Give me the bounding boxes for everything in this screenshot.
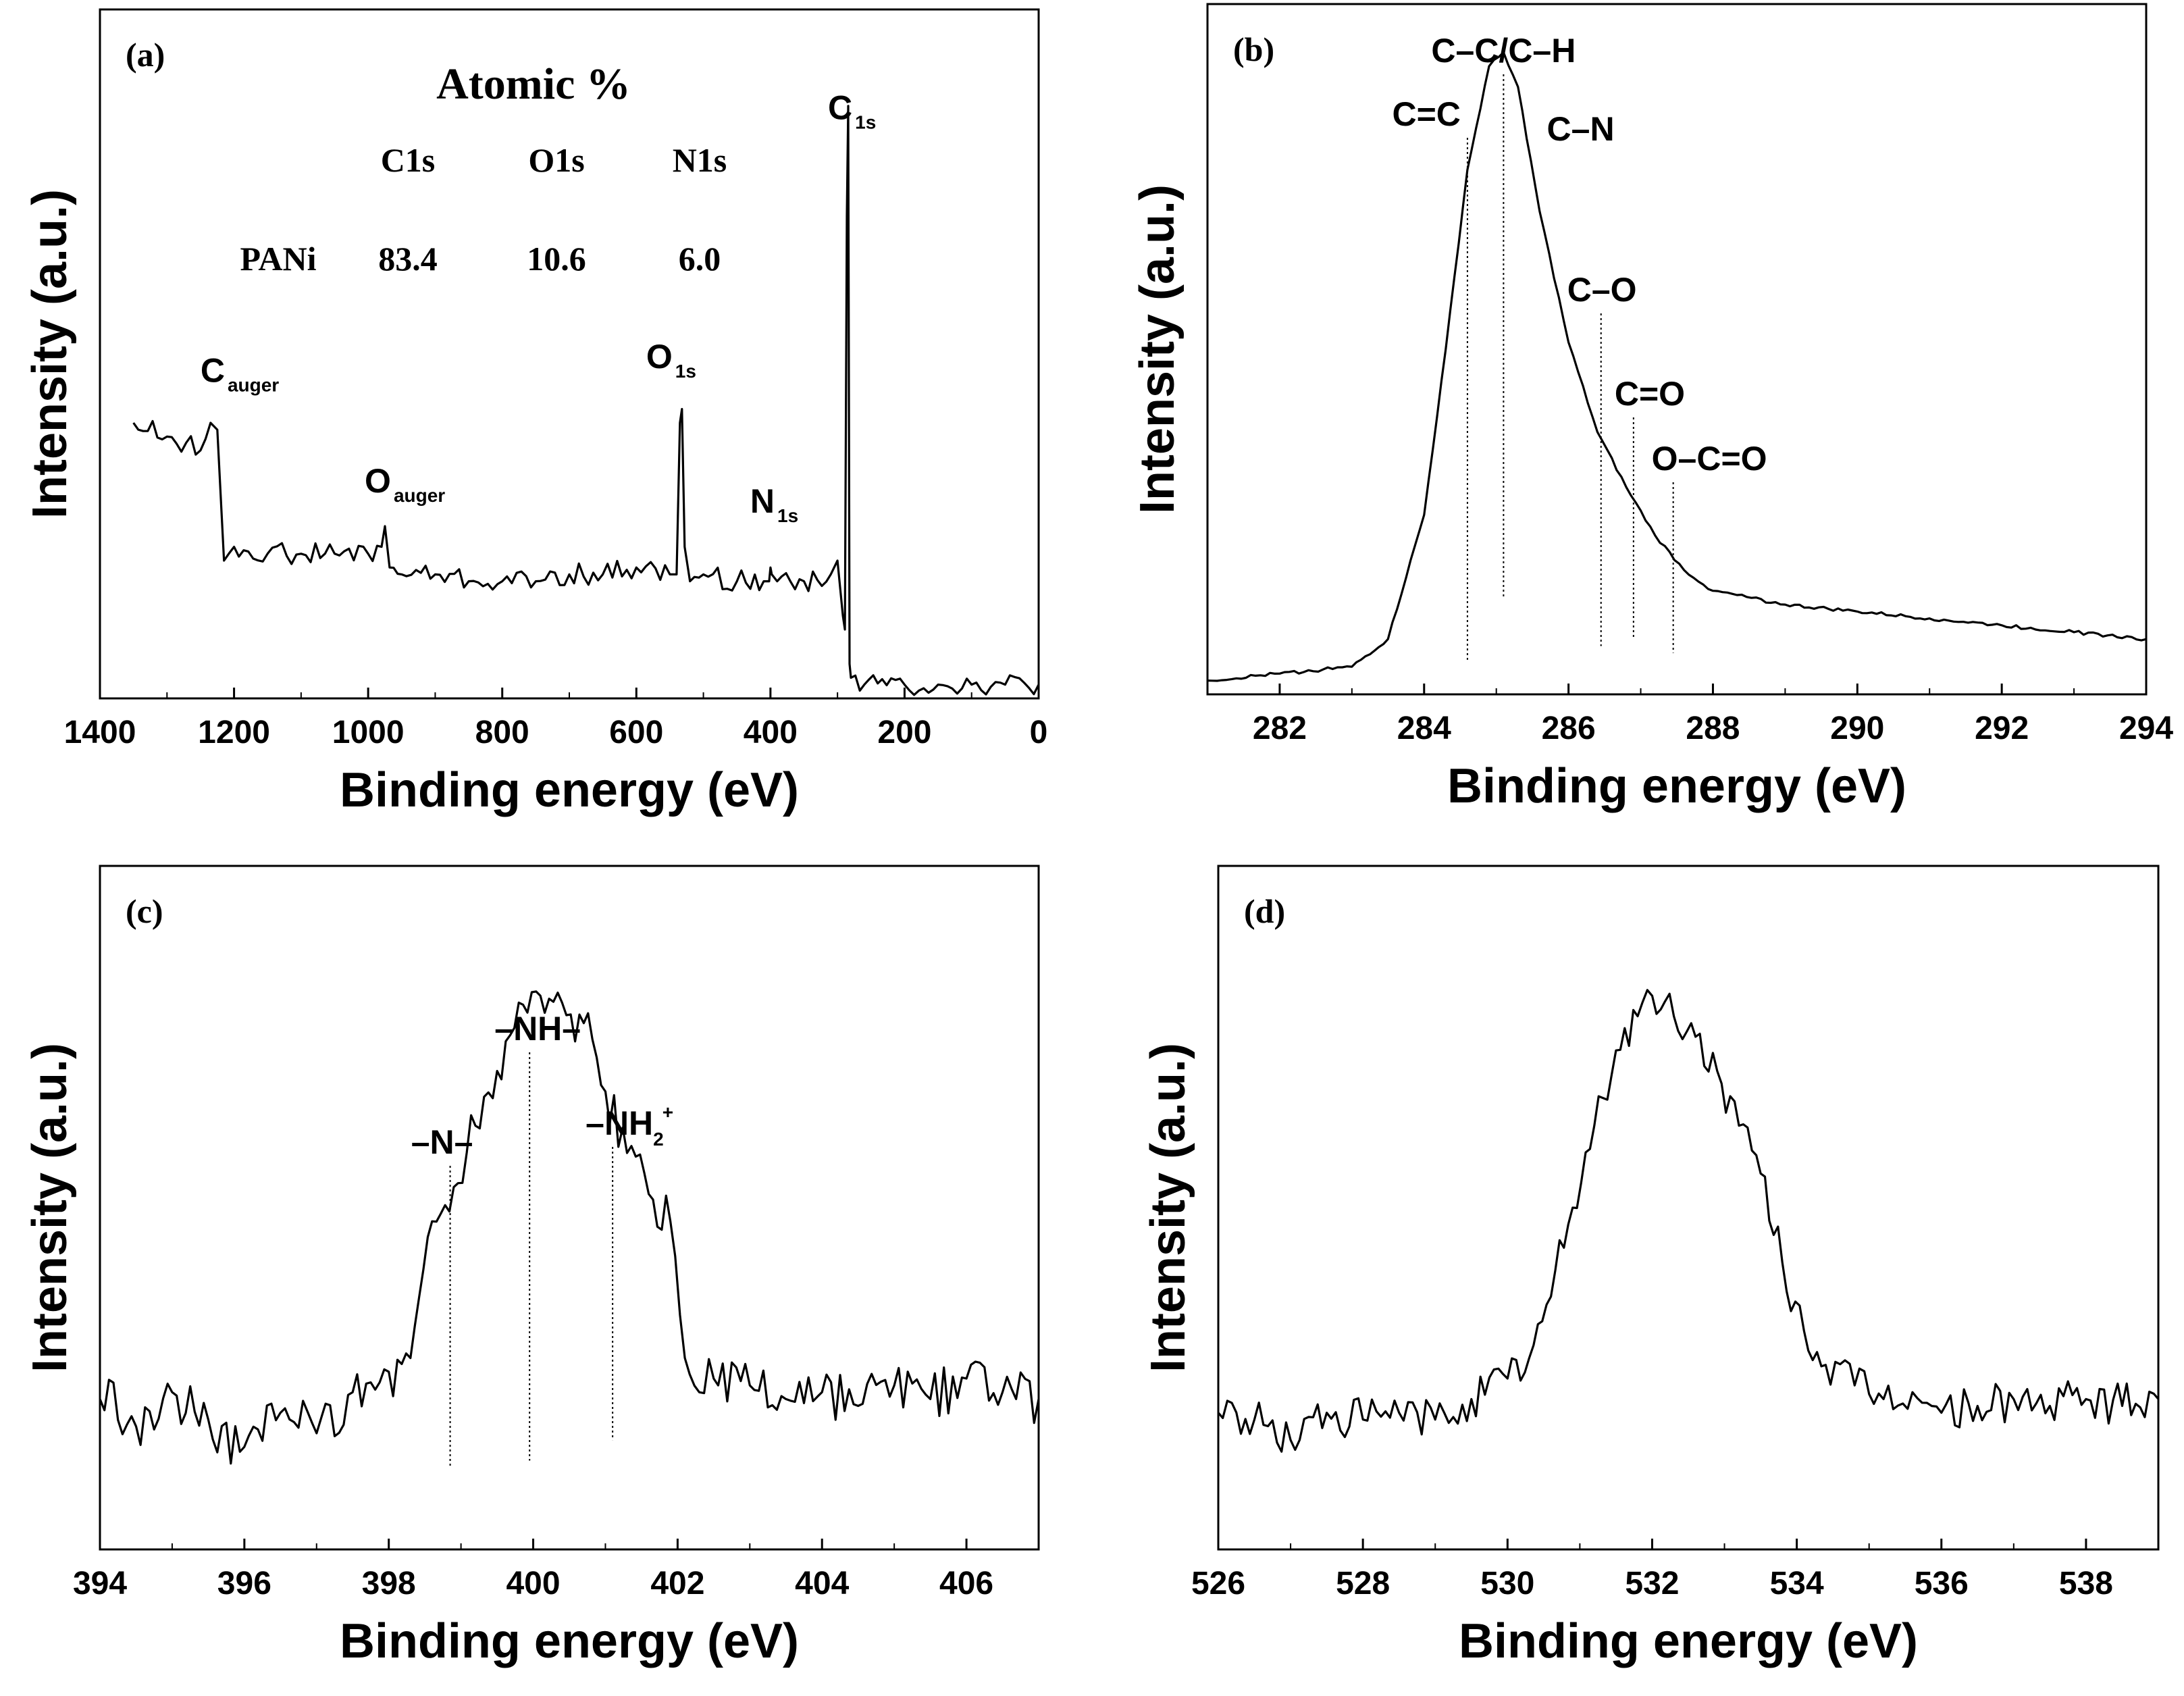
x-tick-label: 398 (362, 1566, 416, 1601)
panel-label: (d) (1244, 892, 1285, 930)
table-column-header: N1s (673, 141, 727, 179)
panel-c-n1s-spectrum: 394 396 398 400 402 404 406 Binding energy (eV)… (23, 865, 1040, 1668)
x-tick-label: 396 (217, 1566, 271, 1601)
table-cell: 6.0 (679, 240, 721, 278)
x-tick-label: 284 (1397, 711, 1451, 746)
y-axis-title: Intensity (a.u.) (23, 1043, 77, 1372)
panel-d-o1s-spectrum: 526 528 530 532 534 536 538 Binding energy (eV)… (1141, 865, 2160, 1668)
table-row-label: PANi (240, 240, 317, 278)
spectrum-line (132, 105, 1040, 696)
component-label: C=O (1615, 375, 1685, 413)
component-label: O–C=O (1652, 440, 1767, 478)
y-axis-title: Intensity (a.u.) (1141, 1043, 1195, 1372)
x-tick-label: 404 (795, 1566, 849, 1601)
x-tick-label: 532 (1625, 1566, 1679, 1601)
x-tick-label: 402 (650, 1566, 704, 1601)
component-label: C–N (1547, 110, 1615, 148)
x-tick-label: 538 (2059, 1566, 2113, 1601)
x-tick-label: 290 (1830, 711, 1884, 746)
x-tick-label: 400 (506, 1566, 560, 1601)
x-axis-title: Binding energy (eV) (340, 763, 799, 817)
x-tick-label: 400 (744, 715, 798, 750)
x-tick-label: 292 (1975, 711, 2029, 746)
x-tick-label: 406 (939, 1566, 993, 1601)
x-tick-label: 536 (1915, 1566, 1969, 1601)
x-tick-label: 528 (1336, 1566, 1390, 1601)
panel-label: (c) (126, 892, 163, 930)
spectrum-line (1207, 51, 2147, 682)
x-tick-label: 1200 (198, 715, 270, 750)
x-axis-title: Binding energy (eV) (1447, 759, 1906, 813)
component-label: C=C (1393, 95, 1461, 133)
x-tick-label: 1400 (64, 715, 136, 750)
x-tick-label: 1000 (332, 715, 405, 750)
x-tick-label: 200 (877, 715, 931, 750)
spectrum-line (99, 990, 1040, 1465)
x-tick-label: 526 (1191, 1566, 1245, 1601)
x-tick-label: 530 (1480, 1566, 1534, 1601)
component-label: –NH– (494, 1010, 581, 1048)
component-label: C–O (1567, 271, 1637, 309)
component-label: –N– (411, 1123, 473, 1161)
spectrum-line (1217, 989, 2160, 1453)
x-axis-title: Binding energy (eV) (1459, 1614, 1918, 1668)
x-tick-label: 800 (475, 715, 529, 750)
table-column-header: C1s (381, 141, 436, 179)
x-axis-title: Binding energy (eV) (340, 1614, 799, 1668)
table-title: Atomic % (436, 59, 631, 109)
y-axis-title: Intensity (a.u.) (1130, 184, 1185, 514)
table-cell: 10.6 (527, 240, 586, 278)
table-cell: 83.4 (378, 240, 438, 278)
x-tick-label: 286 (1542, 711, 1596, 746)
x-tick-label: 0 (1030, 715, 1048, 750)
x-tick-label: 600 (609, 715, 663, 750)
y-axis-title: Intensity (a.u.) (23, 189, 77, 519)
peak-label: N 1s (750, 482, 798, 526)
x-tick-label: 394 (73, 1566, 127, 1601)
panel-label: (a) (126, 36, 165, 74)
peak-label: O 1s (646, 338, 696, 382)
component-label: C–C/C–H (1431, 32, 1576, 70)
plot-frame (99, 865, 1040, 1551)
x-tick-label: 294 (2119, 711, 2173, 746)
component-label: –NH2+ (586, 1102, 673, 1150)
x-tick-label: 282 (1253, 711, 1307, 746)
x-tick-label: 288 (1686, 711, 1740, 746)
table-column-header: O1s (528, 141, 584, 179)
peak-label: C 1s (828, 88, 876, 132)
panel-label: (b) (1233, 30, 1274, 68)
panel-b-c1s-spectrum: 282 284 286 288 290 292 294 Binding energy (eV)… (1130, 3, 2173, 813)
panel-a-survey-spectrum: 1400 1200 1000 800 600 400 200 0 Binding energy … (23, 8, 1048, 817)
x-tick-label: 534 (1770, 1566, 1824, 1601)
plot-frame (1206, 3, 2148, 696)
plot-frame (1217, 865, 2160, 1551)
